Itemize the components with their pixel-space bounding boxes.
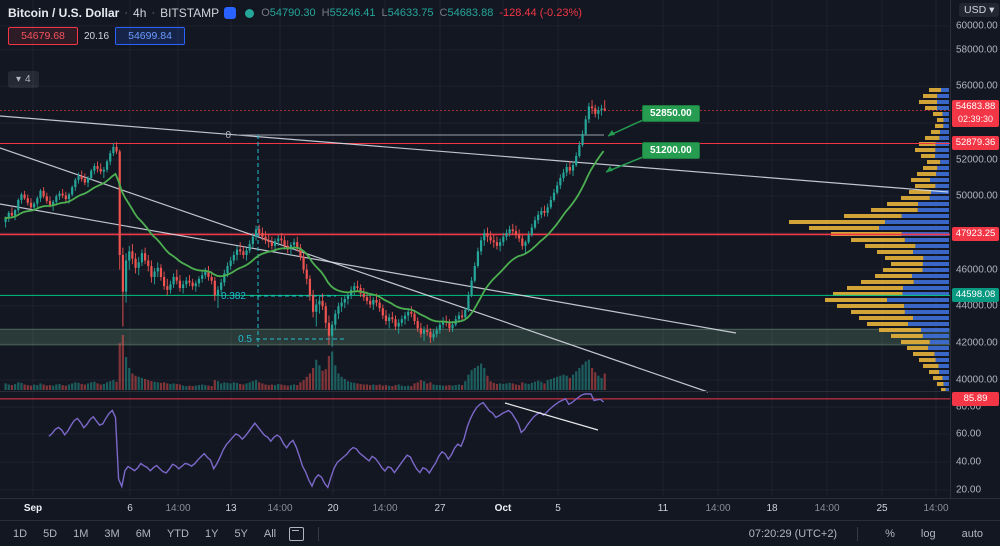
time-axis-label: 14:00 [267,503,293,514]
range-button-5d[interactable]: 5D [43,528,58,540]
range-button-5y[interactable]: 5Y [234,528,248,540]
range-button-all[interactable]: All [263,528,277,540]
time-axis-label: 18 [766,503,778,514]
price-badge-47923.25[interactable]: 47923.25 [952,227,999,241]
clock-display[interactable]: 07:20:29 (UTC+2) [748,528,838,540]
rsi-axis-label: 60.00 [956,428,982,440]
divider [318,527,320,541]
time-axis-label: 14:00 [923,503,949,514]
time-axis-label: 14:00 [705,503,731,514]
spread-value: 20.16 [84,30,110,42]
range-buttons: 1D 5D 1M 3M 6M YTD 1Y 5Y All [0,526,283,542]
go-to-date-icon[interactable] [289,527,305,541]
range-button-1d[interactable]: 1D [13,528,28,540]
chart-legend: Bitcoin / U.S. Dollar · 4h · BITSTAMP O5… [8,4,582,88]
bottom-toolbar: 1D 5D 1M 3M 6M YTD 1Y 5Y All 07:20:29 (UTC+2) % … [0,520,1000,546]
chevron-down-icon: ▾ [16,74,22,85]
time-axis-label: 25 [876,503,888,514]
log-scale-button[interactable]: log [920,528,936,540]
change-value: -128.44 (-0.23%) [499,7,582,19]
price-note-52850[interactable]: 52850.00 [642,105,700,122]
price-axis-label: 40000.00 [956,374,998,386]
price-axis-label: 44000.00 [956,300,998,312]
hidden-indicator-count: 4 [25,74,31,85]
time-axis-label: Oct [494,503,512,514]
buy-price-button[interactable]: 54699.84 [115,27,186,45]
time-axis-label: 14:00 [165,503,191,514]
currency-toggle-button[interactable]: USD ▾ [959,3,1000,17]
range-button-1y[interactable]: 1Y [204,528,219,540]
range-button-ytd[interactable]: YTD [166,528,189,540]
price-axis-label: 46000.00 [956,264,998,276]
range-button-6m[interactable]: 6M [135,528,151,540]
time-axis-label: 27 [434,503,446,514]
price-axis-label: 58000.00 [956,44,998,56]
low-value: 54633.75 [387,7,434,19]
interval-label[interactable]: 4h [133,6,147,20]
divider [857,527,859,541]
flag-icon[interactable] [224,7,237,19]
time-axis-label: 14:00 [814,503,840,514]
legend-collapse-button[interactable]: ▾ 4 [8,71,39,88]
separator-dot: · [151,7,156,19]
price-axis-label: 56000.00 [956,80,998,92]
close-value: 54683.88 [447,7,494,19]
price-badge-85.89[interactable]: 85.89 [952,392,999,406]
time-axis-label: 5 [555,503,561,514]
svg-text:0.5: 0.5 [238,334,252,345]
range-button-3m[interactable]: 3M [104,528,120,540]
rsi-axis-label: 40.00 [956,456,982,468]
price-axis-label: 42000.00 [956,337,998,349]
caret-down-icon: ▾ [989,4,995,16]
price-badge-54683.88: 54683.88 02:39:30 [952,100,999,127]
exchange-label[interactable]: BITSTAMP [160,6,220,20]
high-value: 55246.41 [329,7,376,19]
price-badge-52879.36[interactable]: 52879.36 [952,136,999,150]
percent-scale-button[interactable]: % [885,528,895,540]
open-value: 54790.30 [269,7,316,19]
time-axis-label: 6 [127,503,133,514]
rsi-axis-label: 80.00 [956,401,982,413]
bar-countdown: 02:39:30 [957,114,994,124]
time-axis-label: 14:00 [372,503,398,514]
market-status-icon [245,8,255,18]
time-axis-label: 20 [327,503,339,514]
separator-dot: · [124,7,129,19]
auto-scale-button[interactable]: auto [961,528,983,540]
time-axis-label: Sep [23,503,43,514]
main-chart-canvas[interactable]: 0 0.382 0.5 [0,0,950,498]
time-axis-label: 11 [657,503,669,514]
price-badge-44598.08[interactable]: 44598.08 [952,288,999,302]
svg-text:0.382: 0.382 [221,291,246,302]
svg-text:0: 0 [225,130,231,141]
symbol-row[interactable]: Bitcoin / U.S. Dollar · 4h · BITSTAMP O5… [8,4,582,22]
price-axis-label: 50000.00 [956,190,998,202]
symbol-title[interactable]: Bitcoin / U.S. Dollar [8,6,120,20]
time-axis[interactable]: Sep 6 14:00 13 14:00 20 14:00 27 Oct 5 11 14:00 18 14… [0,498,1000,521]
price-axis[interactable]: USD ▾ 60000.0058000.0056000.0054000.0052… [950,0,1000,498]
ohlc-values: O54790.30 H55246.41 L54633.75 C54683.88 … [261,7,582,19]
price-axis-label: 60000.00 [956,20,998,32]
buy-sell-row: 54679.68 20.16 54699.84 [8,27,582,45]
sell-price-button[interactable]: 54679.68 [8,27,78,45]
price-note-51200[interactable]: 51200.00 [642,142,700,159]
rsi-axis-label: 20.00 [956,484,982,496]
time-axis-label: 13 [225,503,237,514]
price-axis-label: 52000.00 [956,154,998,166]
range-button-1m[interactable]: 1M [73,528,89,540]
